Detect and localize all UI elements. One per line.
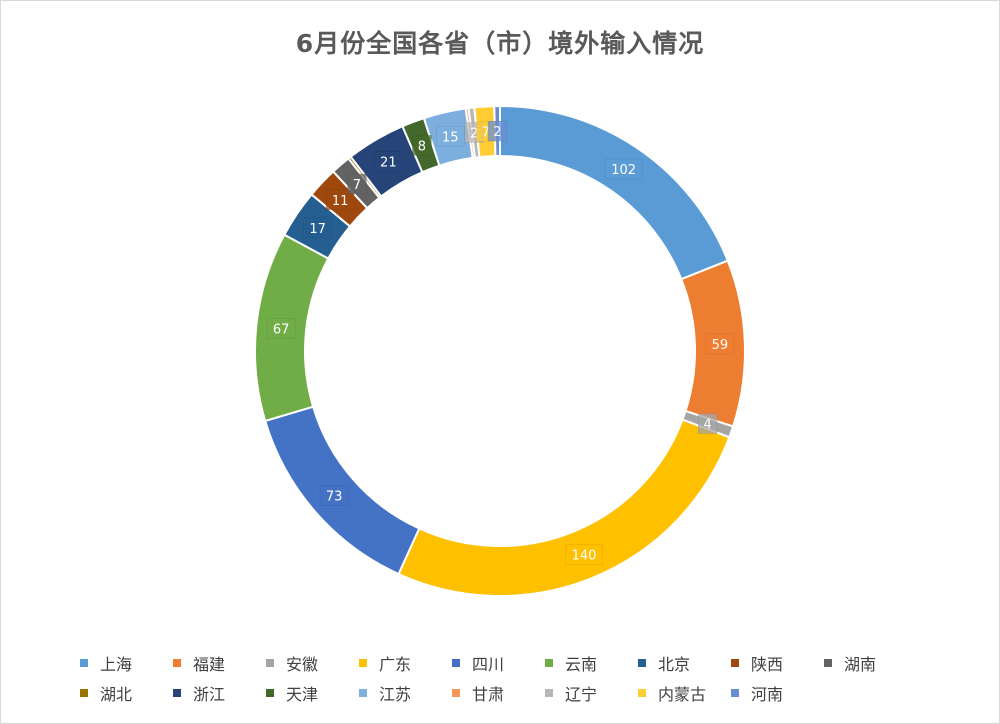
legend-item: 安徽 [266,651,359,675]
legend-label: 湖北 [100,685,133,704]
legend-item: 福建 [173,651,266,675]
legend-swatch [452,659,460,667]
svg-text:15: 15 [442,131,459,146]
chart-title: 6月份全国各省（市）境外输入情况 [295,29,705,58]
legend-item: 浙江 [173,681,266,705]
legend-swatch [545,689,553,697]
data-label-陕西: 11 [325,189,355,211]
svg-text:102: 102 [611,163,636,178]
legend-swatch [731,659,739,667]
legend-swatch [359,659,367,667]
legend-swatch [824,659,832,667]
legend-label: 上海 [100,655,133,674]
legend-swatch [266,689,274,697]
svg-text:11: 11 [332,194,349,209]
legend-label: 河南 [751,685,784,704]
legend-item: 上海 [80,651,173,675]
legend-label: 广东 [379,655,412,674]
legend-item: 云南 [545,651,638,675]
legend-label: 安徽 [286,655,319,674]
legend-item: 四川 [452,651,545,675]
svg-text:8: 8 [418,139,426,154]
data-label-浙江: 21 [374,151,403,172]
svg-text:21: 21 [380,155,397,170]
legend-item: 辽宁 [545,681,638,705]
data-label-湖南: 7 [347,173,367,195]
svg-text:59: 59 [712,338,729,353]
legend-item: 河南 [731,681,824,705]
chart-legend: 上海 福建 安徽 广东 四川 云南 北京 陕西 湖南湖北 浙江 天津 江苏 甘肃 辽宁 内蒙古 河南 [80,648,920,708]
legend-swatch [173,689,181,697]
legend-label: 陕西 [751,655,784,674]
legend-row: 湖北 浙江 天津 江苏 甘肃 辽宁 内蒙古 河南 [80,678,920,708]
slice-上海 [499,104,730,281]
legend-label: 北京 [658,655,691,674]
data-label-广东: 140 [565,544,603,565]
legend-item: 天津 [266,681,359,705]
svg-text:140: 140 [572,548,597,563]
legend-label: 福建 [193,655,226,674]
legend-swatch [80,659,88,667]
svg-text:7: 7 [353,178,361,193]
legend-item: 湖北 [80,681,173,705]
slice-广东 [397,418,731,597]
legend-swatch [638,689,646,697]
legend-item: 江苏 [359,681,452,705]
legend-label: 甘肃 [472,685,505,704]
svg-text:17: 17 [309,222,326,237]
legend-label: 湖南 [844,655,877,674]
legend-label: 辽宁 [565,685,598,704]
legend-item: 内蒙古 [638,681,731,705]
legend-item: 湖南 [824,651,917,675]
legend-swatch [545,659,553,667]
legend-swatch [266,659,274,667]
svg-text:7: 7 [482,125,490,140]
legend-label: 浙江 [193,685,226,704]
legend-item: 甘肃 [452,681,545,705]
data-label-上海: 102 [604,158,643,180]
legend-label: 内蒙古 [658,685,707,704]
legend-swatch [173,659,181,667]
legend-label: 四川 [472,655,505,674]
legend-swatch [452,689,460,697]
data-label-四川: 73 [319,485,349,506]
data-label-河南: 2 [487,120,508,142]
legend-row: 上海 福建 安徽 广东 四川 云南 北京 陕西 湖南 [80,648,920,678]
svg-text:67: 67 [273,323,290,338]
svg-text:73: 73 [326,490,343,505]
legend-label: 天津 [286,685,319,704]
legend-swatch [359,689,367,697]
legend-swatch [638,659,646,667]
legend-swatch [80,689,88,697]
legend-item: 广东 [359,651,452,675]
legend-label: 江苏 [379,685,412,704]
data-label-云南: 67 [266,318,296,339]
svg-text:2: 2 [493,125,501,140]
legend-item: 北京 [638,651,731,675]
svg-text:4: 4 [704,418,712,433]
data-label-北京: 17 [303,217,332,239]
legend-item: 陕西 [731,651,824,675]
data-label-安徽: 4 [697,413,718,434]
data-label-江苏: 15 [435,126,465,147]
legend-label: 云南 [565,655,598,674]
data-label-天津: 8 [412,135,432,156]
data-label-福建: 59 [705,333,735,355]
legend-swatch [731,689,739,697]
svg-text:2: 2 [470,127,478,142]
